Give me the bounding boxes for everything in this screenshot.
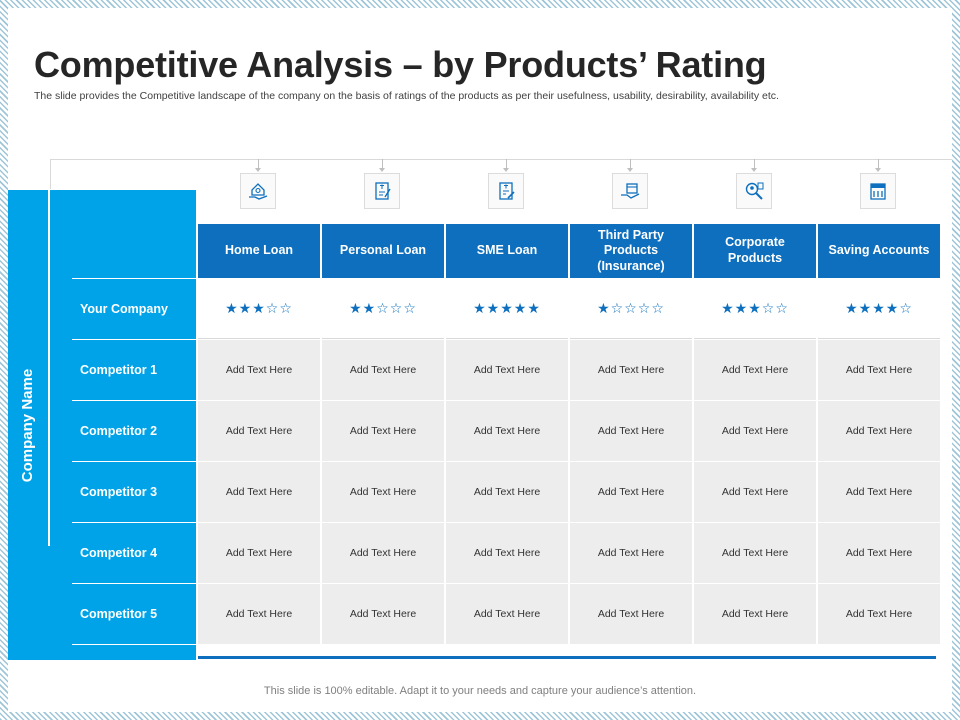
insurance-hand-icon (612, 173, 648, 209)
table-cell: Add Text Here (818, 584, 940, 644)
rating-cell: ★★★★★ (446, 279, 568, 339)
row-divider (72, 278, 196, 279)
table-cell: Add Text Here (198, 401, 320, 461)
rating-cell: ★☆☆☆☆ (570, 279, 692, 339)
table-cell: Add Text Here (570, 401, 692, 461)
loan-agreement-icon (488, 173, 524, 209)
table-cell: Add Text Here (694, 340, 816, 400)
column-header-third-party-products: Third Party Products (Insurance) (570, 224, 692, 278)
connector-arrow (751, 168, 757, 172)
table-cell: Add Text Here (818, 401, 940, 461)
connector-line (630, 159, 631, 171)
table-cell: Add Text Here (446, 340, 568, 400)
table-cell: Add Text Here (198, 340, 320, 400)
table-cell: Add Text Here (694, 401, 816, 461)
band-divider-gap (48, 546, 50, 660)
table-cell: Add Text Here (322, 401, 444, 461)
row-label-competitor-4: Competitor 4 (80, 546, 158, 560)
table-cell: Add Text Here (198, 462, 320, 522)
rating-cell: ★★☆☆☆ (322, 279, 444, 339)
footer-note: This slide is 100% editable. Adapt it to… (263, 685, 697, 697)
row-divider (72, 461, 196, 462)
star-rating: ★☆☆☆☆ (597, 300, 665, 317)
table-cell: Add Text Here (694, 523, 816, 583)
house-in-hand-icon (240, 173, 276, 209)
row-label-competitor-2: Competitor 2 (80, 424, 158, 438)
corporate-search-icon (736, 173, 772, 209)
rating-cell: ★★★☆☆ (198, 279, 320, 339)
star-rating: ★★☆☆☆ (349, 300, 417, 317)
table-cell: Add Text Here (446, 584, 568, 644)
column-header-sme-loan: SME Loan (446, 224, 568, 278)
connector-line (382, 159, 383, 171)
table-cell: Add Text Here (322, 523, 444, 583)
table-cell: Add Text Here (570, 340, 692, 400)
table-cell: Add Text Here (322, 584, 444, 644)
table-cell: Add Text Here (322, 340, 444, 400)
star-rating: ★★★☆☆ (721, 300, 789, 317)
table-cell: Add Text Here (322, 462, 444, 522)
company-name-band (8, 190, 48, 660)
rating-cell: ★★★☆☆ (694, 279, 816, 339)
table-cell: Add Text Here (694, 584, 816, 644)
table-cell: Add Text Here (818, 462, 940, 522)
table-cell: Add Text Here (570, 584, 692, 644)
connector-line (878, 159, 879, 171)
table-cell: Add Text Here (446, 523, 568, 583)
table-cell: Add Text Here (198, 523, 320, 583)
connector-line (258, 159, 259, 171)
row-label-competitor-1: Competitor 1 (80, 363, 158, 377)
company-name-label: Company Name (19, 368, 37, 482)
connector-arrow (255, 168, 261, 172)
row-divider (72, 400, 196, 401)
table-cell: Add Text Here (818, 523, 940, 583)
loan-document-icon (364, 173, 400, 209)
star-rating: ★★★☆☆ (225, 300, 293, 317)
connector-arrow (379, 168, 385, 172)
column-header-corporate-products: Corporate Products (694, 224, 816, 278)
row-label-competitor-3: Competitor 3 (80, 485, 158, 499)
row-divider (72, 583, 196, 584)
row-label-your-company: Your Company (80, 302, 168, 316)
table-cell: Add Text Here (570, 462, 692, 522)
table-cell: Add Text Here (198, 584, 320, 644)
connector-arrow (875, 168, 881, 172)
band-divider (48, 190, 50, 660)
row-divider (72, 522, 196, 523)
page-subtitle: The slide provides the Competitive lands… (34, 90, 779, 102)
table-cell: Add Text Here (570, 523, 692, 583)
star-rating: ★★★★★ (473, 300, 541, 317)
page-title: Competitive Analysis – by Products’ Rati… (34, 44, 767, 85)
row-divider (72, 339, 196, 340)
column-header-home-loan: Home Loan (198, 224, 320, 278)
connector-line (754, 159, 755, 171)
connector-arrow (503, 168, 509, 172)
connector-line (506, 159, 507, 171)
row-label-panel (50, 190, 196, 660)
column-header-personal-loan: Personal Loan (322, 224, 444, 278)
table-cell: Add Text Here (446, 401, 568, 461)
row-divider (72, 644, 196, 645)
table-bottom-bar (198, 656, 936, 659)
top-divider-line (50, 159, 952, 160)
table-cell: Add Text Here (818, 340, 940, 400)
row-label-competitor-5: Competitor 5 (80, 607, 158, 621)
connector-arrow (627, 168, 633, 172)
slide: Competitive Analysis – by Products’ Rati… (8, 8, 952, 712)
star-rating: ★★★★☆ (845, 300, 913, 317)
left-divider-line (50, 159, 51, 189)
ratings-table: Home Loan Personal Loan SME Loan Third P… (198, 224, 940, 644)
company-name-band-text: Company Name (8, 190, 48, 660)
table-cell: Add Text Here (446, 462, 568, 522)
column-header-saving-accounts: Saving Accounts (818, 224, 940, 278)
table-cell: Add Text Here (694, 462, 816, 522)
bank-account-icon (860, 173, 896, 209)
rating-cell: ★★★★☆ (818, 279, 940, 339)
